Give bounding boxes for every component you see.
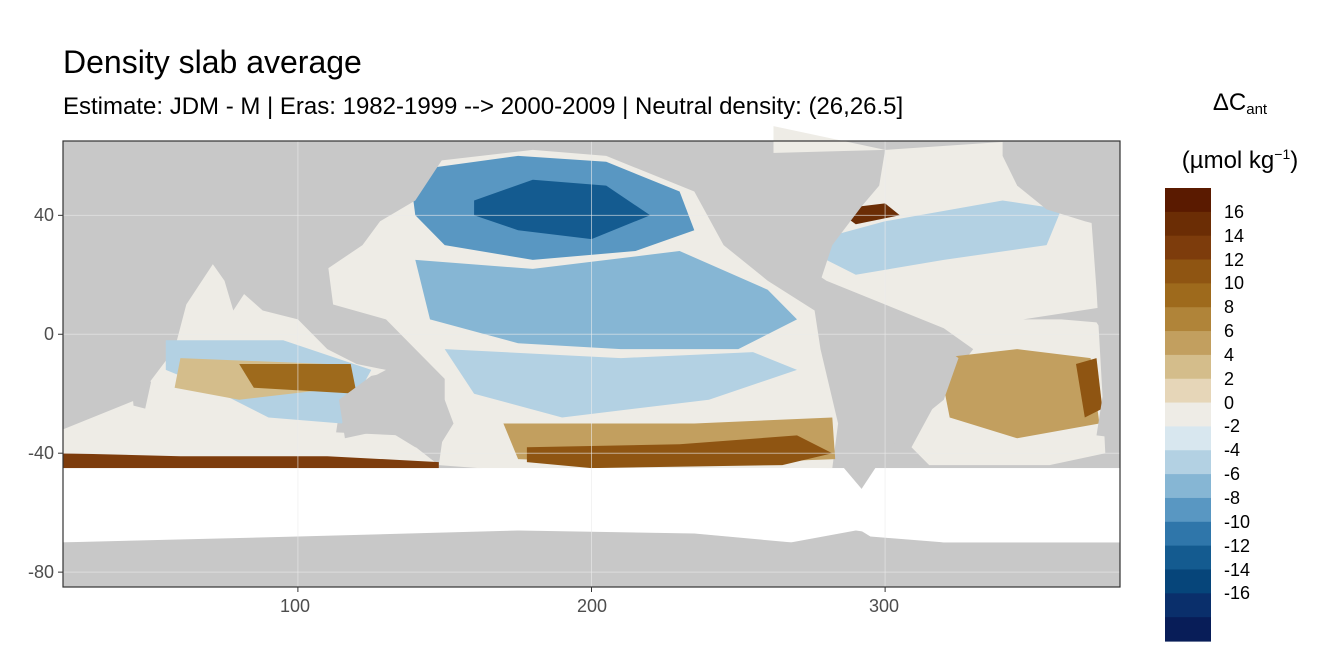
- legend-unit-sup: −1: [1274, 146, 1291, 162]
- legend-swatch: [1165, 283, 1211, 308]
- legend-label: -12: [1224, 535, 1251, 556]
- legend-label: 6: [1224, 321, 1235, 342]
- legend-title: ΔCant: [1160, 88, 1320, 125]
- legend-label: -2: [1224, 416, 1241, 437]
- legend-swatch: [1165, 378, 1211, 404]
- x-tick-label-100: 100: [279, 596, 311, 616]
- patch-north-pacific-core: [474, 179, 651, 240]
- band-benguela: [1076, 358, 1103, 418]
- legend-label: -10: [1224, 511, 1251, 532]
- legend-label: 10: [1224, 273, 1245, 294]
- y-tick-label-40: 40: [33, 205, 54, 225]
- legend-label: 12: [1224, 249, 1245, 270]
- y-tick-label-minus40: -40: [27, 443, 54, 463]
- legend-swatch: [1165, 402, 1211, 428]
- legend-label: -14: [1224, 559, 1251, 580]
- legend-swatch: [1165, 354, 1211, 380]
- patch-equatorial-pacific: [415, 251, 797, 350]
- legend-swatch: [1165, 521, 1211, 547]
- legend-swatch: [1165, 474, 1211, 499]
- land-africa: [1023, 304, 1120, 439]
- legend-swatch: [1165, 307, 1211, 332]
- legend-swatch: [1165, 569, 1211, 594]
- legend-label: 8: [1224, 297, 1235, 318]
- legend-label: 4: [1224, 344, 1235, 365]
- band-south-pacific-brown: [526, 435, 833, 469]
- y-tick-label-0: 0: [43, 324, 54, 344]
- legend-title-sub: ant: [1246, 101, 1268, 118]
- legend-swatch: [1165, 331, 1211, 356]
- legend-swatch: [1165, 211, 1211, 237]
- weddell-no-data: [855, 488, 1120, 543]
- legend-label: 14: [1224, 225, 1245, 246]
- x-tick-label-300: 300: [868, 596, 900, 616]
- legend-swatch: [1165, 497, 1211, 523]
- legend-swatch: [1165, 188, 1211, 213]
- land-south-america: [826, 310, 959, 489]
- legend-swatch: [1165, 426, 1211, 451]
- legend-label: -16: [1224, 583, 1251, 604]
- legend-unit: (µmol kg−1): [1160, 139, 1320, 176]
- chart-title: Density slab average: [63, 44, 362, 80]
- legend-label: 2: [1224, 368, 1235, 389]
- legend-title-main: ΔC: [1212, 89, 1247, 116]
- legend-swatch: [1165, 617, 1211, 642]
- legend-label: -8: [1224, 487, 1241, 508]
- land-australia: [339, 367, 454, 448]
- legend-unit-close: ): [1290, 147, 1299, 174]
- land-madagascar: [130, 372, 152, 409]
- legend-label: -4: [1224, 440, 1241, 461]
- x-tick-label-200: 200: [576, 596, 608, 616]
- legend-swatch: [1165, 593, 1211, 618]
- legend-label: 16: [1224, 201, 1245, 222]
- land-europe: [1002, 141, 1120, 231]
- legend-label: -6: [1224, 464, 1241, 485]
- patch-north-atlantic-blue: [797, 200, 1062, 275]
- legend-unit-open: (µmol kg: [1181, 147, 1275, 174]
- legend-swatch: [1165, 545, 1211, 571]
- chart-subtitle: Estimate: JDM - M | Eras: 1982-1999 --> …: [63, 93, 904, 120]
- legend-swatch: [1165, 259, 1211, 284]
- y-tick-label-minus80: -80: [27, 562, 54, 582]
- band-southern-indian: [63, 453, 439, 471]
- legend-swatch: [1165, 450, 1211, 475]
- patch-south-atlantic-tan: [938, 349, 1100, 439]
- legend-swatch: [1165, 235, 1211, 261]
- legend-label: 0: [1224, 392, 1235, 413]
- patch-south-pacific-light: [444, 349, 797, 418]
